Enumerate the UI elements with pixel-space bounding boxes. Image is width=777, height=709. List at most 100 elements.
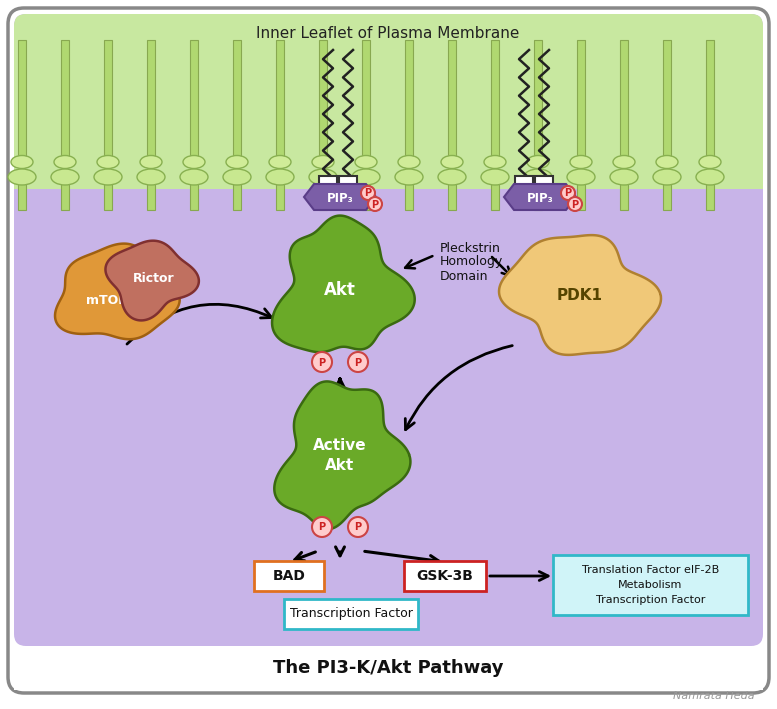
Ellipse shape <box>481 169 509 185</box>
Ellipse shape <box>398 155 420 169</box>
Ellipse shape <box>51 169 79 185</box>
Polygon shape <box>499 235 661 355</box>
Ellipse shape <box>524 169 552 185</box>
Bar <box>233 40 241 160</box>
Text: PDK1: PDK1 <box>557 288 603 303</box>
Text: Rictor: Rictor <box>133 272 175 284</box>
Bar <box>577 40 585 160</box>
Bar <box>319 177 327 210</box>
Text: P: P <box>564 189 572 199</box>
Text: PIP₃: PIP₃ <box>326 191 354 204</box>
Text: Inner Leaflet of Plasma Membrane: Inner Leaflet of Plasma Membrane <box>256 26 520 42</box>
Ellipse shape <box>312 155 334 169</box>
Text: P: P <box>571 199 579 209</box>
Ellipse shape <box>527 155 549 169</box>
Bar <box>147 177 155 210</box>
Polygon shape <box>504 184 576 210</box>
Ellipse shape <box>570 155 592 169</box>
Ellipse shape <box>309 169 337 185</box>
Ellipse shape <box>183 155 205 169</box>
Bar <box>405 177 413 210</box>
Bar <box>515 176 533 190</box>
Ellipse shape <box>223 169 251 185</box>
Ellipse shape <box>8 169 36 185</box>
Bar <box>61 177 69 210</box>
Bar <box>190 177 198 210</box>
Text: GSK-3B: GSK-3B <box>416 569 473 583</box>
Bar <box>18 40 26 160</box>
Bar <box>319 176 337 190</box>
Text: Namrata Heda: Namrata Heda <box>674 691 755 701</box>
Text: BAD: BAD <box>273 569 305 583</box>
Circle shape <box>368 197 382 211</box>
Circle shape <box>312 352 332 372</box>
Ellipse shape <box>54 155 76 169</box>
Bar <box>706 177 714 210</box>
Bar <box>534 177 542 210</box>
Bar <box>491 177 499 210</box>
Circle shape <box>312 517 332 537</box>
FancyBboxPatch shape <box>14 14 763 189</box>
Bar <box>61 40 69 160</box>
Text: Akt: Akt <box>324 281 356 299</box>
Text: P: P <box>319 523 326 532</box>
Ellipse shape <box>11 155 33 169</box>
Ellipse shape <box>438 169 466 185</box>
Bar <box>663 40 671 160</box>
Bar <box>448 40 456 160</box>
Ellipse shape <box>653 169 681 185</box>
Bar <box>319 40 327 160</box>
Bar <box>233 177 241 210</box>
Bar <box>362 177 370 210</box>
Bar <box>706 40 714 160</box>
Bar <box>577 177 585 210</box>
Ellipse shape <box>613 155 635 169</box>
Bar <box>104 177 112 210</box>
Ellipse shape <box>97 155 119 169</box>
Bar <box>104 40 112 160</box>
Ellipse shape <box>484 155 506 169</box>
Bar <box>14 646 763 690</box>
Polygon shape <box>272 216 415 352</box>
Bar <box>534 40 542 160</box>
Text: P: P <box>354 357 361 367</box>
Text: P: P <box>354 523 361 532</box>
FancyBboxPatch shape <box>553 555 748 615</box>
Text: Homology: Homology <box>440 255 503 269</box>
Bar <box>190 40 198 160</box>
Text: The PI3-K/Akt Pathway: The PI3-K/Akt Pathway <box>274 659 503 677</box>
Circle shape <box>348 352 368 372</box>
Circle shape <box>561 186 575 200</box>
FancyBboxPatch shape <box>284 599 418 629</box>
Ellipse shape <box>137 169 165 185</box>
Ellipse shape <box>567 169 595 185</box>
Ellipse shape <box>226 155 248 169</box>
Ellipse shape <box>696 169 724 185</box>
Bar <box>339 176 357 190</box>
Ellipse shape <box>610 169 638 185</box>
Bar <box>276 40 284 160</box>
Text: P: P <box>319 357 326 367</box>
Text: Active: Active <box>313 437 367 452</box>
Ellipse shape <box>699 155 721 169</box>
Polygon shape <box>304 184 376 210</box>
Ellipse shape <box>140 155 162 169</box>
Text: P: P <box>371 199 378 209</box>
Ellipse shape <box>180 169 208 185</box>
Bar <box>18 177 26 210</box>
Ellipse shape <box>395 169 423 185</box>
Bar <box>448 177 456 210</box>
Ellipse shape <box>94 169 122 185</box>
Polygon shape <box>55 244 179 339</box>
Text: Transcription Factor: Transcription Factor <box>596 595 706 605</box>
FancyBboxPatch shape <box>14 14 763 646</box>
Bar <box>276 177 284 210</box>
Bar <box>491 40 499 160</box>
Text: Translation Factor eIF-2B: Translation Factor eIF-2B <box>582 565 720 575</box>
Text: PIP₃: PIP₃ <box>527 191 553 204</box>
Ellipse shape <box>441 155 463 169</box>
Bar <box>405 40 413 160</box>
FancyBboxPatch shape <box>8 8 769 693</box>
Circle shape <box>348 517 368 537</box>
Ellipse shape <box>656 155 678 169</box>
